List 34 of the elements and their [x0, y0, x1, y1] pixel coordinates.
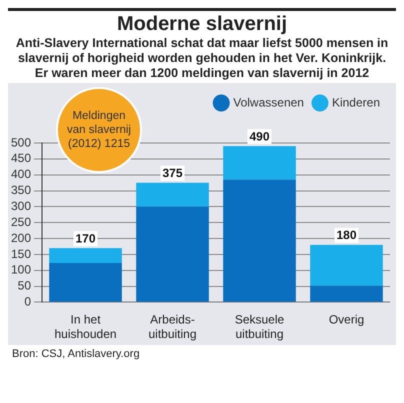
legend-label: Volwassenen — [233, 95, 304, 110]
legend-label: Kinderen — [332, 95, 380, 110]
bar — [136, 206, 209, 302]
y-tick-label: 100 — [10, 262, 32, 277]
total-label: 490 — [249, 129, 270, 144]
bar — [136, 182, 209, 207]
y-tick-label: 450 — [10, 151, 32, 166]
bar — [49, 248, 122, 264]
total-label: 375 — [162, 166, 183, 180]
chart-title: Moderne slavernij — [116, 13, 288, 36]
bar — [223, 180, 296, 302]
y-tick-label: 200 — [10, 230, 32, 245]
callout-circle: Meldingen van slavernij (2012) 1215 — [56, 87, 142, 173]
y-tick-label: 150 — [10, 246, 32, 261]
bar — [310, 286, 383, 302]
y-tick-label: 0 — [24, 294, 32, 309]
x-tick-label: In het huishouden — [54, 312, 117, 342]
x-tick-label: Arbeids-uitbuiting — [148, 312, 197, 342]
text: Bron: CSJ, Antislavery.org — [8, 345, 396, 363]
y-tick-label: 250 — [10, 214, 32, 229]
y-tick-label: 500 — [10, 135, 32, 150]
y-tick-label: 400 — [10, 167, 32, 182]
bar — [223, 146, 296, 180]
total-label: 180 — [336, 228, 357, 242]
x-tick-label: Overig — [328, 312, 364, 327]
annotation: Meldingen van slavernij (2012) 1215 — [66, 109, 132, 151]
bar — [310, 244, 383, 286]
y-tick-label: 300 — [10, 198, 32, 213]
total-label: 170 — [76, 231, 96, 246]
bar — [49, 263, 122, 302]
chart-subtitle: Anti-Slavery International schat dat maar liefst 5000 mensen in slavernij of horigheid worden gehouden in het Ver. Koninkrijk. Er waren meer dan 1200 meldingen van slavernij in 2012 — [14, 36, 390, 81]
y-tick-label: 50 — [18, 278, 32, 293]
x-tick-label: Seksuele uitbuiting — [234, 312, 285, 342]
y-tick-label: 350 — [10, 183, 32, 198]
